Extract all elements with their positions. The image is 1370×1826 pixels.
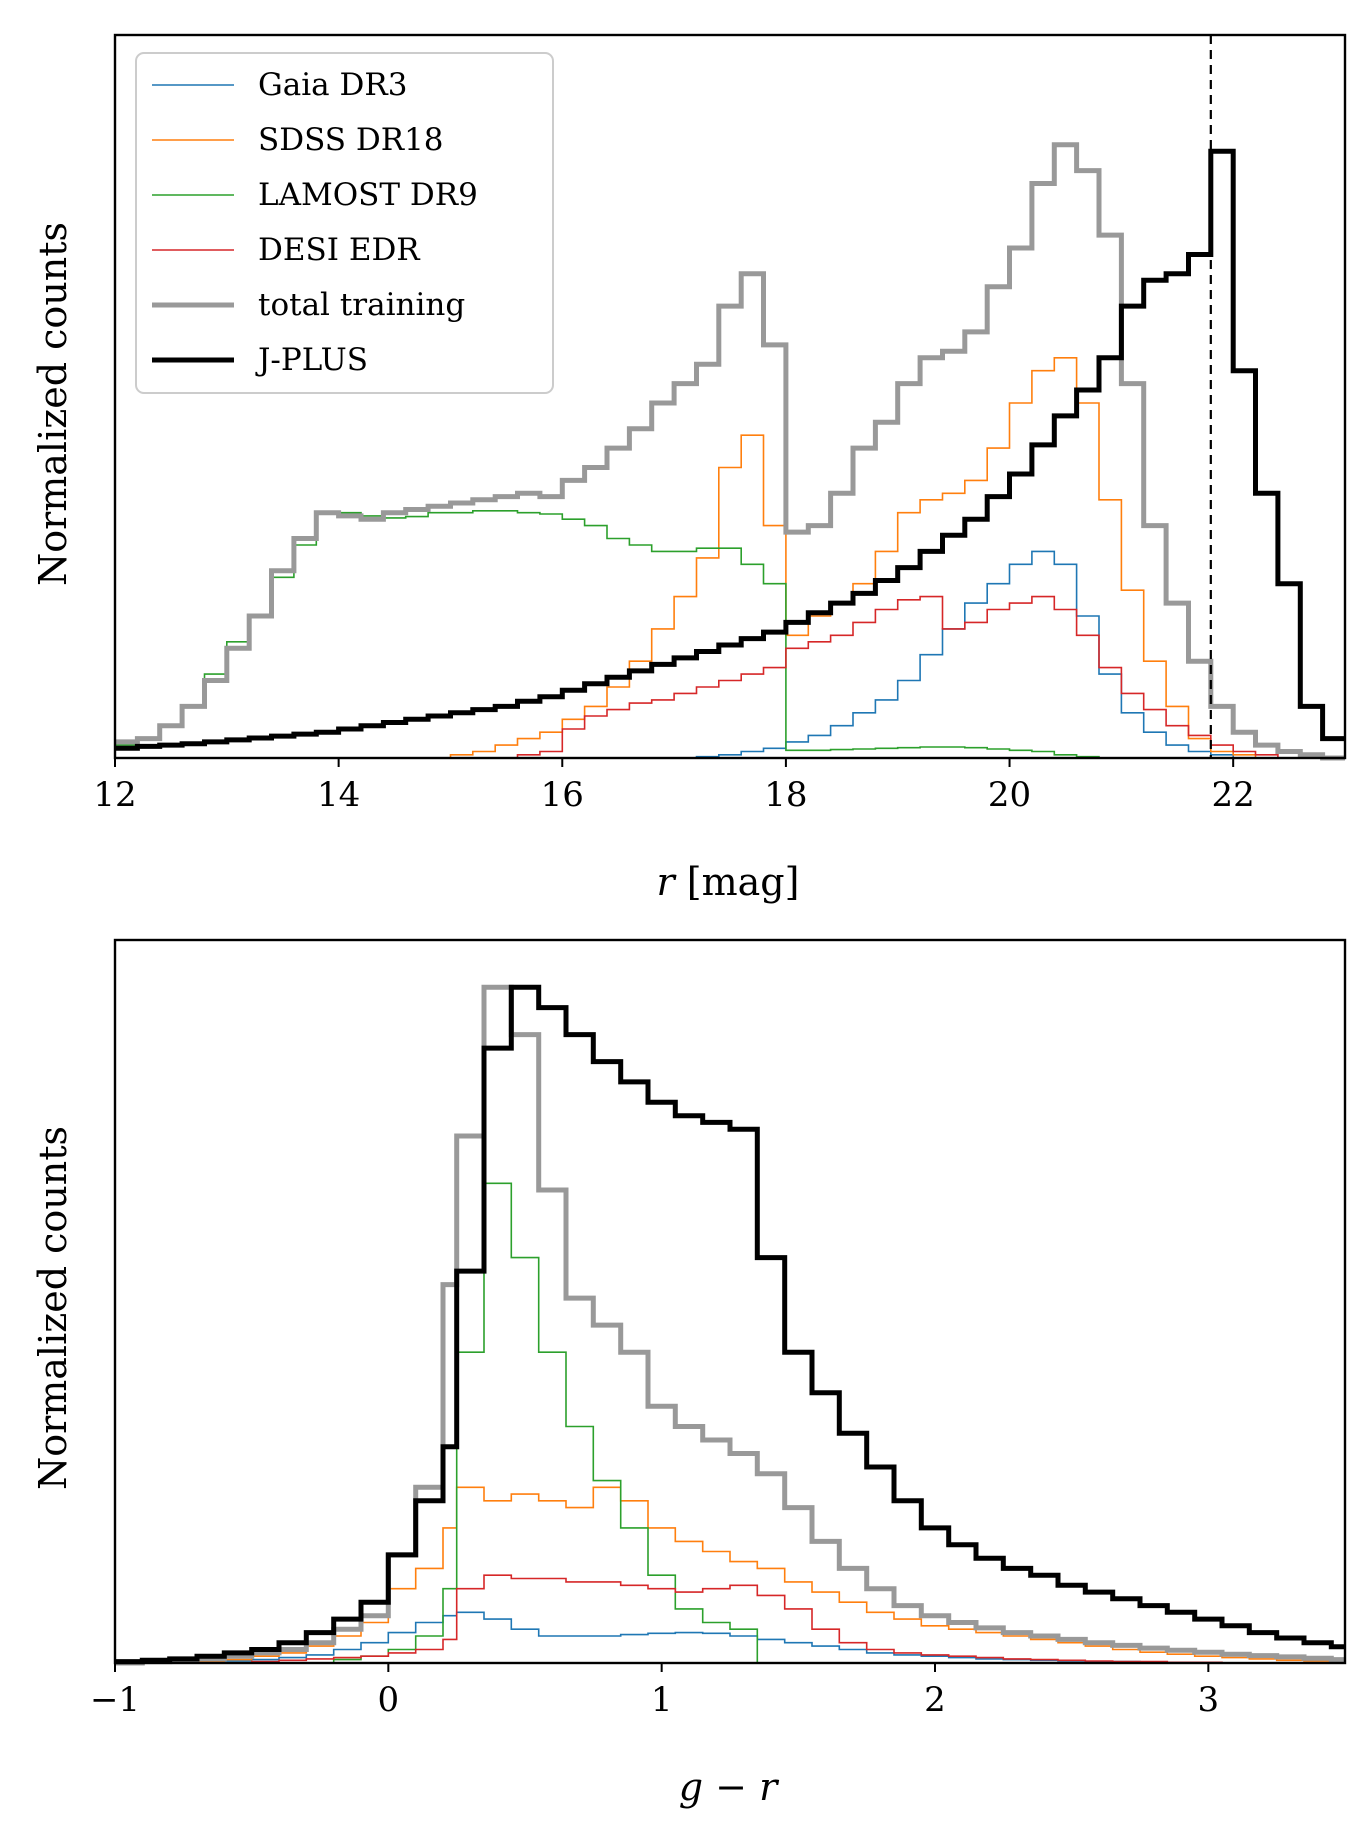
series-total-training-r-mag — [115, 142, 1345, 761]
legend-label: total training — [258, 287, 465, 323]
x-tick-label: 0 — [378, 1680, 400, 1720]
legend-entry-j-plus: J-PLUS — [152, 342, 368, 378]
legend-entry-desi-edr: DESI EDR — [152, 232, 421, 268]
g-r-x-ticks: −1 0 1 2 3 — [90, 1663, 1219, 1720]
legend-entry-sdss-dr18: SDSS DR18 — [152, 122, 444, 158]
g-r-x-axis-label: g − r — [679, 1765, 780, 1809]
x-tick-label: 1 — [651, 1680, 673, 1720]
g-r-y-axis-label: Normalized counts — [31, 1126, 75, 1490]
legend-label: Gaia DR3 — [258, 67, 407, 103]
x-tick-label: 3 — [1198, 1680, 1220, 1720]
x-tick-label: 22 — [1212, 775, 1255, 815]
legend-label: DESI EDR — [258, 232, 421, 268]
legend-box — [135, 52, 554, 394]
g-r-axes-frame — [113, 938, 1347, 1665]
r-mag-axes-frame — [113, 33, 1347, 760]
g-r-series-layer — [115, 984, 1345, 1666]
x-tick-label: 16 — [541, 775, 584, 815]
legend: Gaia DR3 SDSS DR18 LAMOST DR9 DESI EDR total… — [135, 52, 554, 394]
legend-entry-total-training: total training — [152, 287, 465, 323]
x-tick-label: 2 — [924, 1680, 946, 1720]
series-j-plus-g-r — [115, 984, 1345, 1665]
legend-label: J-PLUS — [255, 342, 368, 378]
r-mag-y-axis-label: Normalized counts — [31, 222, 75, 586]
r-mag-x-ticks: 12 14 16 18 20 22 — [93, 758, 1255, 815]
r-mag-histogram-panel: 12 14 16 18 20 22 r [mag] Normalized counts G… — [31, 33, 1347, 904]
x-tick-label: −1 — [90, 1680, 140, 1720]
legend-label: SDSS DR18 — [258, 122, 444, 158]
legend-label: LAMOST DR9 — [258, 177, 478, 213]
g-r-color-histogram-panel: −1 0 1 2 3 g − r Normalized counts — [31, 938, 1347, 1809]
x-tick-label: 18 — [764, 775, 807, 815]
series-j-plus-r-mag — [115, 148, 1345, 751]
x-tick-label: 20 — [988, 775, 1031, 815]
series-total-training-g-r — [115, 984, 1345, 1666]
legend-entry-gaia-dr3: Gaia DR3 — [152, 67, 407, 103]
x-tick-label: 14 — [317, 775, 360, 815]
series-sdss-dr18-g-r — [115, 1486, 1345, 1664]
r-mag-x-axis-label: r [mag] — [657, 860, 800, 904]
series-desi-edr-g-r — [115, 1574, 1345, 1664]
x-tick-label: 12 — [93, 775, 136, 815]
legend-entry-lamost-dr9: LAMOST DR9 — [152, 177, 478, 213]
